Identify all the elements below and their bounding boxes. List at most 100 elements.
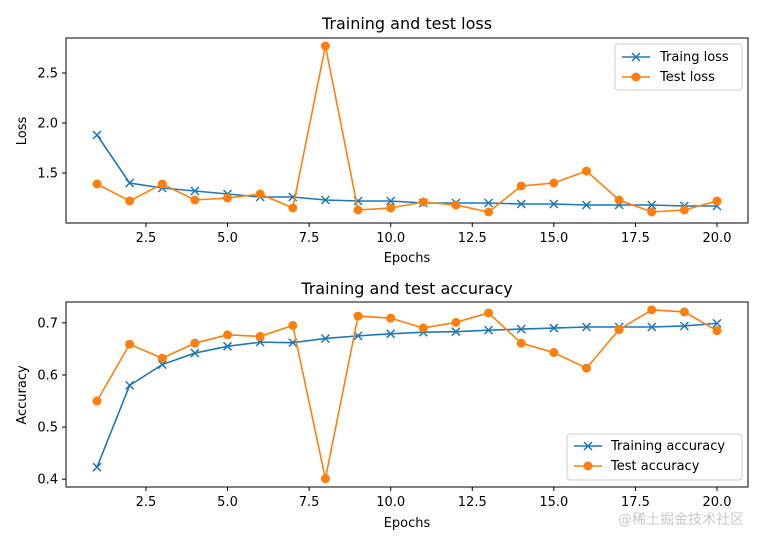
loss-plot-frame — [65, 37, 749, 224]
data-point — [288, 203, 298, 213]
data-point — [549, 323, 559, 333]
series-line-1 — [96, 45, 718, 213]
data-point — [451, 200, 461, 210]
data-point — [353, 205, 363, 215]
data-point — [712, 196, 722, 206]
x-tick-label: 20.0 — [703, 495, 732, 510]
accuracy-legend: Training accuracy Test accuracy — [566, 433, 743, 481]
data-point — [451, 317, 461, 327]
data-point — [386, 329, 396, 339]
series-line-0 — [96, 322, 718, 468]
y-tick-label: 1.5 — [37, 167, 58, 182]
loss-legend: Traing loss Test loss — [614, 43, 743, 91]
data-point — [320, 333, 330, 344]
data-point — [92, 130, 102, 140]
x-tick-label: 17.5 — [621, 231, 650, 246]
data-point — [679, 321, 689, 331]
accuracy-x-ticks: 2.5 5.0 7.5 10.0 12.5 15.0 17.5 20.0 — [136, 487, 732, 510]
data-point — [679, 205, 689, 215]
data-point — [386, 313, 396, 323]
data-point — [647, 322, 657, 332]
x-tick-label: 2.5 — [136, 495, 157, 510]
data-point — [516, 181, 526, 191]
data-point — [222, 341, 233, 351]
data-point — [647, 207, 657, 217]
data-point — [516, 338, 526, 348]
data-point — [484, 207, 494, 217]
data-point — [386, 196, 396, 206]
data-point — [125, 380, 135, 390]
x-tick-label: 15.0 — [539, 495, 568, 510]
data-point — [223, 193, 233, 203]
x-tick-label: 5.0 — [217, 231, 238, 246]
loss-y-axis-label: Loss — [15, 117, 30, 146]
x-tick-label: 17.5 — [621, 495, 650, 510]
data-point — [484, 325, 494, 335]
data-point — [647, 305, 657, 315]
loss-legend-box — [614, 43, 743, 91]
data-point — [581, 200, 592, 210]
data-point — [157, 353, 167, 363]
y-tick-label: 0.4 — [37, 473, 58, 488]
accuracy-chart-title: Training and test accuracy — [300, 279, 512, 298]
data-point — [190, 186, 200, 196]
data-point — [320, 474, 330, 484]
data-point — [679, 307, 689, 317]
data-point — [581, 322, 592, 332]
loss-x-ticks: 2.5 5.0 7.5 10.0 12.5 15.0 17.5 20.0 — [136, 223, 732, 246]
x-tick-label: 10.0 — [376, 231, 405, 246]
loss-x-axis-label: Epochs — [384, 251, 431, 266]
data-point — [190, 338, 200, 348]
data-point — [125, 339, 135, 349]
data-point — [92, 462, 102, 472]
data-point — [125, 196, 135, 206]
legend-marker-test-acc — [583, 461, 593, 471]
data-point — [549, 199, 559, 209]
accuracy-legend-box — [566, 433, 743, 481]
x-tick-label: 20.0 — [703, 231, 732, 246]
data-point — [288, 320, 298, 330]
data-point — [320, 41, 330, 51]
data-point — [712, 318, 722, 328]
accuracy-chart: Training and test accuracy Epochs Accura… — [15, 279, 749, 531]
x-tick-label: 15.0 — [539, 231, 568, 246]
data-point — [190, 348, 200, 358]
data-point — [190, 195, 200, 205]
data-point — [157, 179, 167, 189]
y-tick-label: 2.0 — [37, 117, 58, 132]
data-point — [549, 178, 559, 188]
legend-label-train-acc: Training accuracy — [610, 439, 725, 454]
data-point — [614, 325, 624, 335]
loss-chart: Training and test loss Epochs Loss 2.5 5.… — [15, 14, 749, 266]
y-tick-label: 0.6 — [37, 368, 58, 383]
y-tick-label: 0.5 — [37, 421, 58, 436]
x-tick-label: 12.5 — [458, 231, 487, 246]
accuracy-y-axis-label: Accuracy — [15, 365, 30, 425]
x-tick-label: 7.5 — [299, 231, 320, 246]
data-point — [516, 199, 526, 209]
data-point — [647, 200, 657, 210]
data-point — [581, 166, 591, 176]
x-tick-label: 12.5 — [458, 495, 487, 510]
data-point — [223, 330, 233, 340]
data-point — [484, 198, 494, 208]
data-point — [484, 308, 494, 318]
accuracy-plot-frame — [65, 301, 749, 488]
legend-label-train-loss: Traing loss — [659, 50, 729, 65]
data-point — [92, 179, 102, 189]
accuracy-x-axis-label: Epochs — [384, 516, 431, 531]
data-point — [516, 324, 526, 334]
x-tick-label: 7.5 — [299, 495, 320, 510]
data-point — [549, 348, 559, 358]
series-line-0 — [96, 134, 717, 207]
legend-label-test-loss: Test loss — [659, 70, 715, 85]
data-point — [418, 323, 428, 333]
watermark: @稀土掘金技术社区 — [618, 512, 744, 528]
data-point — [320, 195, 330, 205]
legend-label-test-acc: Test accuracy — [610, 459, 700, 474]
data-point — [386, 203, 396, 213]
series-line-1 — [96, 309, 718, 479]
data-point — [125, 178, 135, 188]
data-point — [614, 195, 624, 205]
